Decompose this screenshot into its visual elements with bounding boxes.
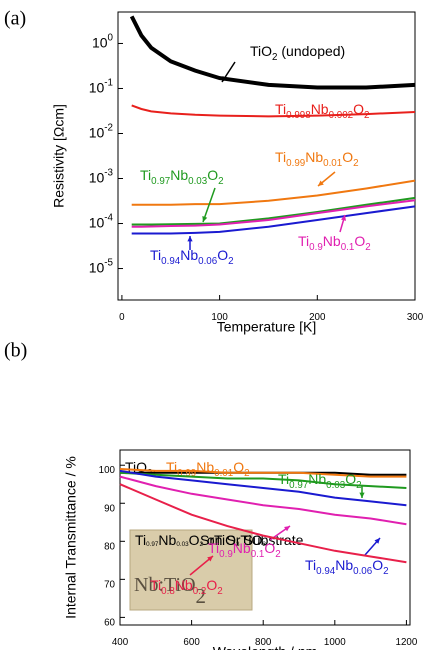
- series-label: Ti0.99Nb0.01O2: [275, 149, 359, 169]
- arrow-head: [222, 76, 228, 82]
- inset-sample: Nb:TiO2: [134, 574, 206, 608]
- arrow-head: [202, 216, 208, 222]
- arrow-head: [340, 215, 346, 221]
- plot-frame: [117, 11, 416, 301]
- x-tick-label: 1200: [396, 637, 418, 648]
- series-label: Ti0.9Nb0.1O2: [208, 540, 281, 560]
- y-tick-label: 10-3: [89, 168, 114, 186]
- x-tick-label: 300: [407, 312, 424, 323]
- x-axis-title: Wavelength / nm: [213, 644, 318, 650]
- arrow-head: [374, 538, 380, 544]
- y-tick-label: 80: [104, 541, 115, 552]
- series-line: [119, 475, 407, 526]
- arrow-head: [318, 180, 324, 186]
- y-axis-title: Resistivity [Ωcm]: [51, 104, 67, 208]
- arrow: [202, 187, 216, 223]
- x-tick-label: 800: [255, 637, 272, 648]
- series-line: [119, 469, 407, 507]
- series-label: Ti0.94Nb0.06O2: [150, 247, 234, 267]
- y-tick-label: 100: [99, 465, 116, 476]
- panel-label: (a): [4, 8, 26, 30]
- arrow-head: [187, 236, 193, 242]
- series-label: Ti0.97Nb0.03O2: [140, 167, 224, 187]
- y-tick-label: 70: [104, 579, 115, 590]
- series-label: Ti0.97Nb0.03O2: [278, 471, 362, 491]
- x-axis-title: Temperature [K]: [217, 319, 317, 335]
- x-tick-label: 1000: [324, 637, 346, 648]
- x-tick-label: 0: [119, 312, 125, 323]
- y-tick-label: 100: [92, 33, 114, 51]
- y-tick-label: 10-2: [89, 123, 113, 141]
- y-tick-label: 10-1: [89, 78, 113, 96]
- series-line: [119, 471, 407, 489]
- series-line: [119, 483, 407, 564]
- series-label: Ti0.99Nb0.01O2: [166, 459, 250, 479]
- series-label: Ti0.94Nb0.06O2: [305, 557, 389, 577]
- series-label: Ti0.9Nb0.1O2: [298, 233, 371, 253]
- series-line: [131, 179, 416, 206]
- arrow-head: [359, 492, 365, 498]
- series-label: Ti0.998Nb0.002O2: [275, 101, 369, 121]
- x-tick-label: 200: [309, 312, 326, 323]
- y-tick-label: 10-4: [89, 213, 114, 231]
- x-tick-label: 600: [183, 637, 200, 648]
- series-line: [131, 205, 416, 235]
- series-line: [131, 199, 416, 228]
- series-label: Ti0.8Nb0.2O2: [150, 577, 223, 597]
- plot-frame: [119, 449, 411, 626]
- inset-photo: [129, 529, 253, 611]
- series-label: TiO2 (undoped): [250, 43, 345, 63]
- arrow-head: [207, 556, 213, 562]
- inset-film: Ti0.97Nb0.03O2 on SrTiO3: [135, 532, 266, 548]
- y-tick-label: 60: [104, 617, 115, 628]
- series-line: [131, 196, 416, 226]
- x-tick-label: 400: [112, 637, 129, 648]
- series-line: [119, 468, 407, 478]
- series-line: [131, 104, 416, 118]
- panel-label: (b): [4, 340, 27, 362]
- y-axis-title: Internal Transmittance / %: [63, 456, 79, 619]
- y-tick-label: 90: [104, 503, 115, 514]
- x-tick-label: 100: [211, 312, 228, 323]
- y-tick-label: 10-5: [89, 258, 114, 276]
- arrow-head: [284, 526, 290, 532]
- series-line: [129, 15, 416, 90]
